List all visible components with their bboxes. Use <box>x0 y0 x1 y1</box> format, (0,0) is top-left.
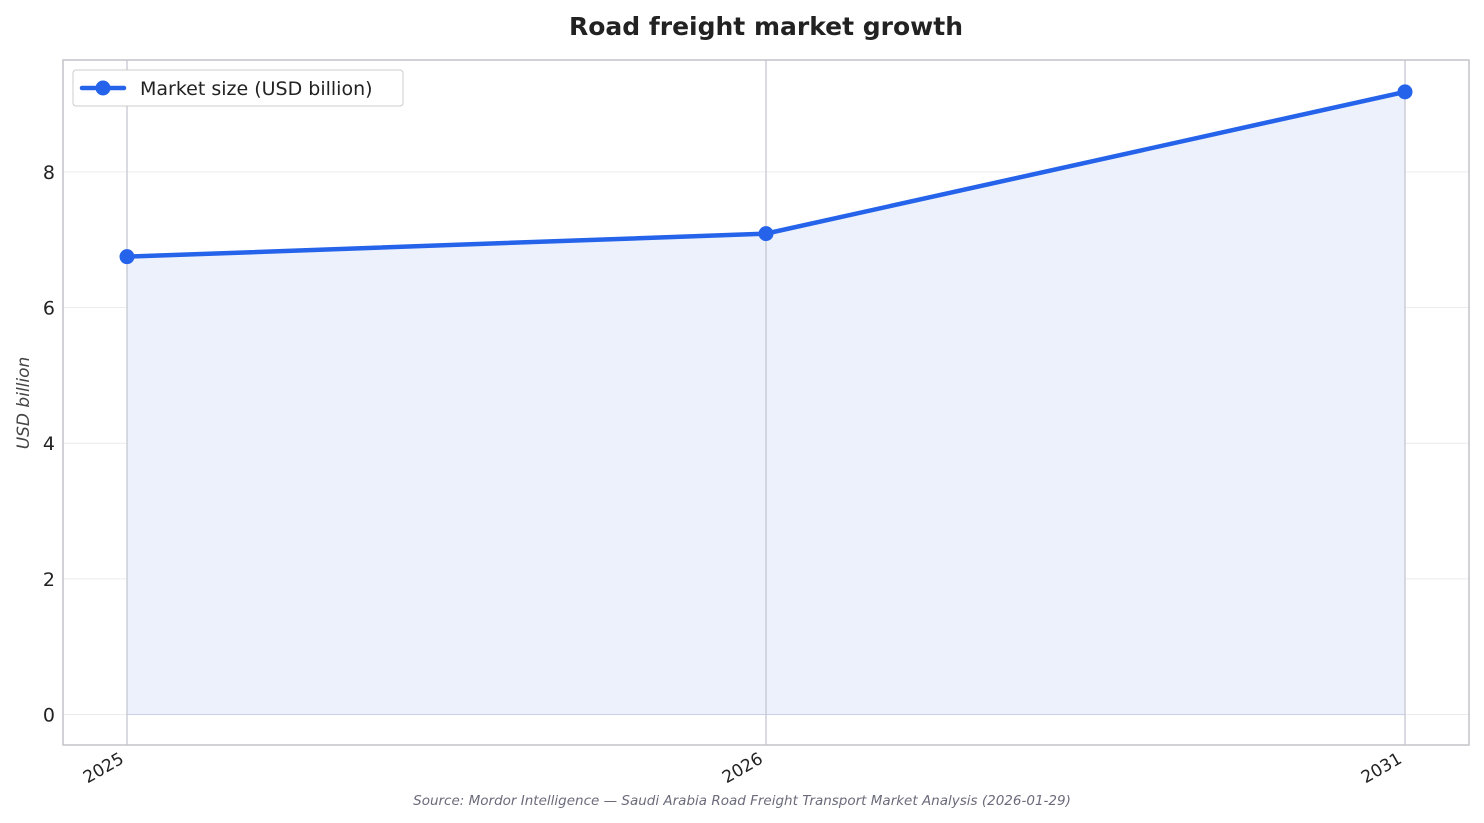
y-tick-label: 6 <box>43 298 55 320</box>
legend-label: Market size (USD billion) <box>140 78 373 100</box>
source-note: Source: Mordor Intelligence — Saudi Arab… <box>413 793 1071 809</box>
vertical-markers <box>126 60 1406 745</box>
x-tick-label: 2031 <box>1358 749 1405 788</box>
y-axis-ticks: 0 2 4 6 8 <box>43 162 55 727</box>
legend: Market size (USD billion) <box>72 69 404 107</box>
legend-marker-swatch <box>95 80 111 96</box>
data-point <box>119 249 135 265</box>
y-tick-label: 8 <box>43 162 55 184</box>
y-axis-label: USD billion <box>14 357 34 450</box>
legend-box <box>72 69 404 107</box>
x-axis-ticks: 2025 2026 2031 <box>80 749 1405 788</box>
y-tick-label: 4 <box>43 433 55 455</box>
x-tick-label: 2026 <box>719 749 766 788</box>
chart-title: Road freight market growth <box>569 12 963 41</box>
y-tick-label: 2 <box>43 569 55 591</box>
series-layer <box>119 84 1413 265</box>
data-point <box>1397 84 1413 100</box>
y-tick-label: 0 <box>43 704 55 726</box>
data-point <box>758 226 774 242</box>
plot-frame <box>62 59 1470 746</box>
x-tick-label: 2025 <box>80 749 127 788</box>
